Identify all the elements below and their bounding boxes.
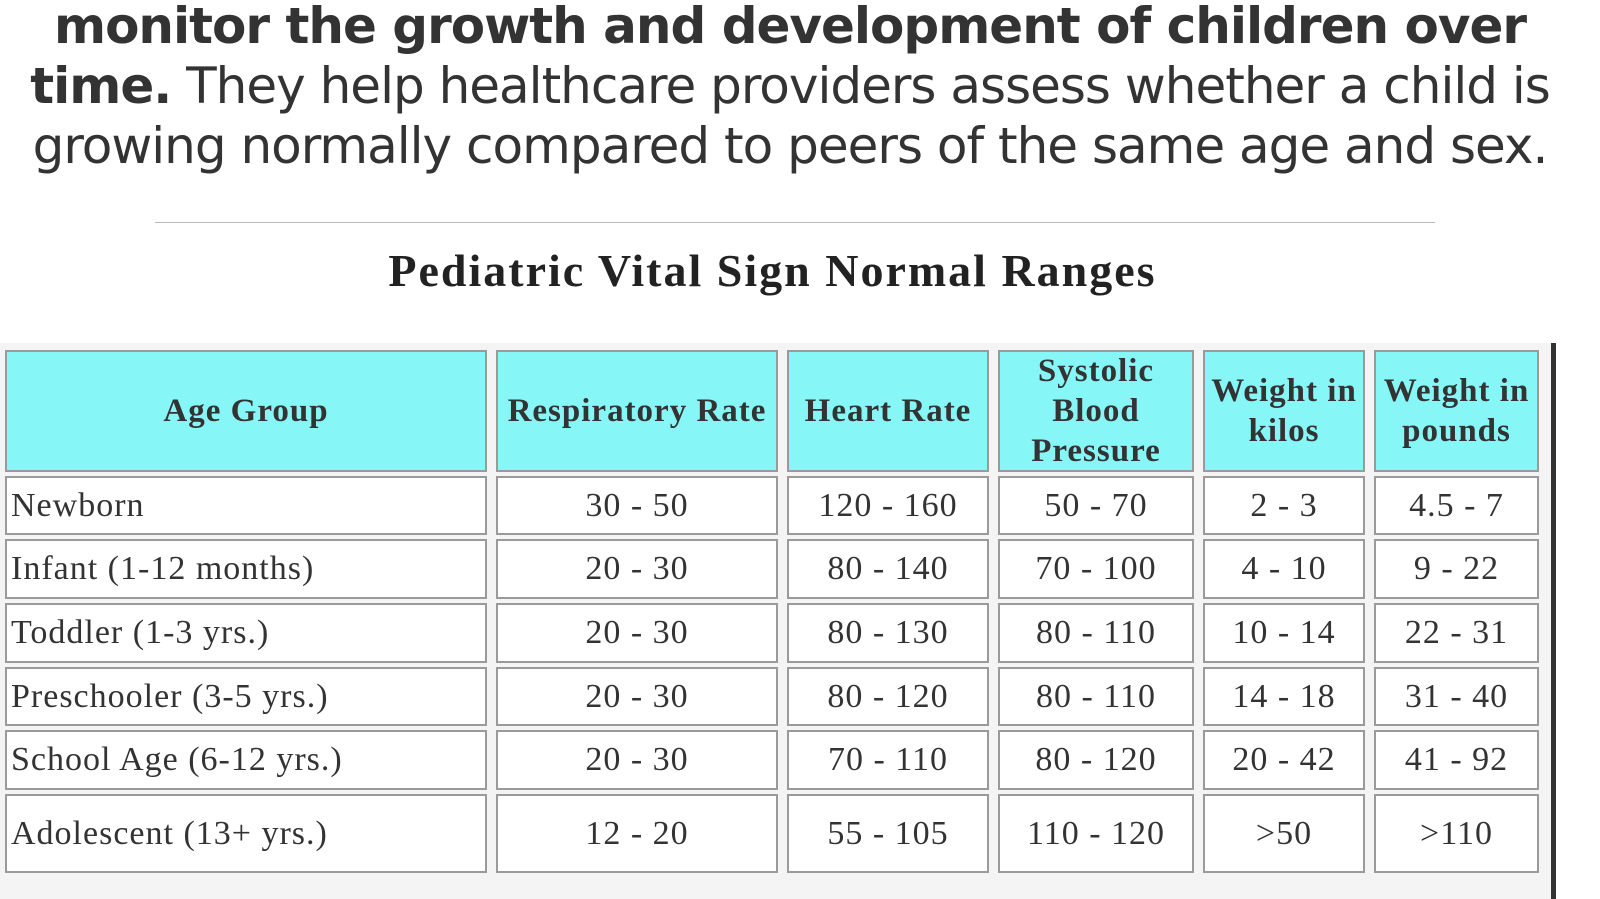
table-cell: 80 - 120 — [787, 667, 989, 726]
table-cell: 110 - 120 — [998, 794, 1194, 873]
table-cell: 9 - 22 — [1374, 539, 1539, 599]
table-cell: 20 - 42 — [1203, 730, 1365, 790]
table-cell: 20 - 30 — [496, 667, 778, 726]
table-cell: >50 — [1203, 794, 1365, 873]
table-cell: 20 - 30 — [496, 730, 778, 790]
table-cell: 10 - 14 — [1203, 603, 1365, 663]
row-label: Adolescent (13+ yrs.) — [5, 794, 487, 873]
divider — [155, 222, 1435, 223]
intro-bold: monitor the growth and development of ch… — [30, 0, 1527, 115]
row-label: Preschooler (3-5 yrs.) — [5, 667, 487, 726]
table-cell: 30 - 50 — [496, 476, 778, 535]
table-cell: 80 - 110 — [998, 667, 1194, 726]
table-cell: 4 - 10 — [1203, 539, 1365, 599]
table-cell: 20 - 30 — [496, 539, 778, 599]
table-cell: 55 - 105 — [787, 794, 989, 873]
table-cell: 4.5 - 7 — [1374, 476, 1539, 535]
table-title: Pediatric Vital Sign Normal Ranges — [388, 245, 1157, 296]
vital-signs-table: Age Group Respiratory Rate Heart Rate Systo… — [5, 350, 1539, 873]
intro-paragraph: monitor the growth and development of ch… — [10, 0, 1570, 176]
table-image: Age Group Respiratory Rate Heart Rate Systo… — [0, 343, 1556, 899]
table-cell: 2 - 3 — [1203, 476, 1365, 535]
intro-text: They help healthcare providers assess wh… — [32, 57, 1551, 175]
row-label: School Age (6-12 yrs.) — [5, 730, 487, 790]
table-cell: 80 - 110 — [998, 603, 1194, 663]
table-cell: 31 - 40 — [1374, 667, 1539, 726]
table-cell: 120 - 160 — [787, 476, 989, 535]
header-cell: Systolic Blood Pressure — [998, 350, 1194, 472]
header-cell: Respiratory Rate — [496, 350, 778, 472]
table-cell: >110 — [1374, 794, 1539, 873]
table-cell: 80 - 120 — [998, 730, 1194, 790]
header-cell: Weight in kilos — [1203, 350, 1365, 472]
header-cell: Heart Rate — [787, 350, 989, 472]
table-cell: 12 - 20 — [496, 794, 778, 873]
header-cell: Weight in pounds — [1374, 350, 1539, 472]
row-label: Toddler (1-3 yrs.) — [5, 603, 487, 663]
row-label: Infant (1-12 months) — [5, 539, 487, 599]
table-cell: 70 - 110 — [787, 730, 989, 790]
table-cell: 80 - 140 — [787, 539, 989, 599]
header-cell: Age Group — [5, 350, 487, 472]
table-cell: 22 - 31 — [1374, 603, 1539, 663]
table-cell: 20 - 30 — [496, 603, 778, 663]
table-cell: 50 - 70 — [998, 476, 1194, 535]
table-cell: 70 - 100 — [998, 539, 1194, 599]
table-cell: 14 - 18 — [1203, 667, 1365, 726]
table-cell: 41 - 92 — [1374, 730, 1539, 790]
table-cell: 80 - 130 — [787, 603, 989, 663]
row-label: Newborn — [5, 476, 487, 535]
